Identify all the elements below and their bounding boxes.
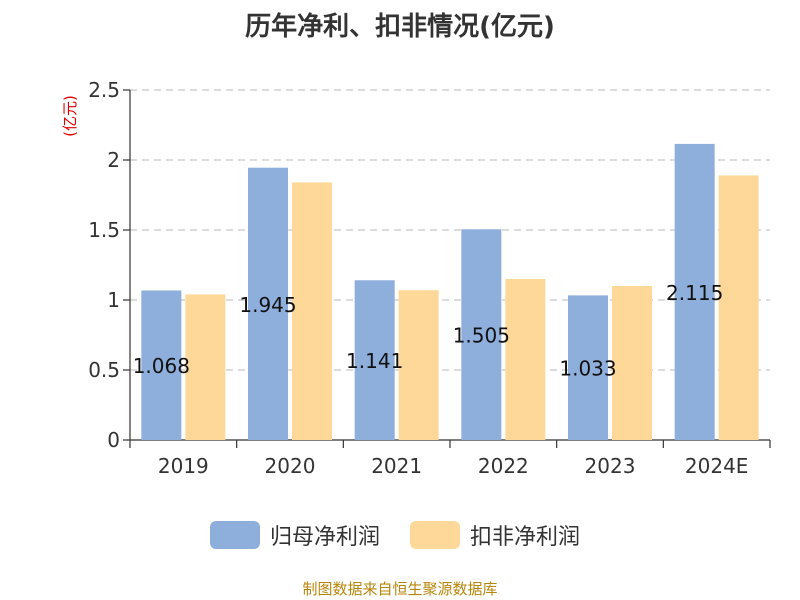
bar-net-profit[interactable] bbox=[461, 229, 502, 440]
chart-title: 历年净利、扣非情况(亿元) bbox=[245, 12, 555, 42]
legend-label-series2: 扣非净利润 bbox=[470, 525, 581, 550]
y-tick-label: 2 bbox=[107, 148, 120, 172]
bar-net-profit[interactable] bbox=[674, 143, 715, 440]
x-tick-label: 2023 bbox=[585, 454, 636, 478]
bar-deducted-profit[interactable] bbox=[718, 175, 759, 440]
bar-net-profit[interactable] bbox=[568, 295, 608, 440]
x-tick-label: 2022 bbox=[478, 454, 529, 478]
x-tick-label: 2024E bbox=[685, 454, 749, 478]
y-axis-label: (亿元) bbox=[61, 95, 79, 137]
bar-net-profit[interactable] bbox=[248, 167, 288, 440]
data-label: 1.505 bbox=[453, 324, 510, 348]
legend-item-series1[interactable]: 归母净利润 bbox=[210, 518, 380, 552]
x-tick-label: 2019 bbox=[158, 454, 209, 478]
legend-swatch-series2 bbox=[410, 521, 460, 549]
data-label: 1.141 bbox=[346, 349, 403, 373]
data-label: 1.033 bbox=[559, 357, 616, 381]
bar-deducted-profit[interactable] bbox=[505, 279, 546, 440]
bar-net-profit[interactable] bbox=[141, 290, 182, 440]
legend-swatch-series1 bbox=[210, 521, 260, 549]
bar-deducted-profit[interactable] bbox=[292, 182, 332, 440]
data-label: 1.945 bbox=[239, 293, 296, 317]
y-tick-label: 0 bbox=[107, 428, 120, 452]
source-note: 制图数据来自恒生聚源数据库 bbox=[302, 580, 498, 598]
data-label: 1.068 bbox=[133, 354, 190, 378]
data-label: 2.115 bbox=[666, 281, 723, 305]
x-tick-label: 2021 bbox=[371, 454, 422, 478]
y-tick-label: 0.5 bbox=[88, 358, 120, 382]
bar-net-profit[interactable] bbox=[354, 280, 395, 440]
bar-deducted-profit[interactable] bbox=[185, 294, 226, 440]
legend-item-series2[interactable]: 扣非净利润 bbox=[410, 518, 580, 552]
y-tick-label: 2.5 bbox=[88, 78, 120, 102]
y-tick-label: 1.5 bbox=[88, 218, 120, 242]
legend-label-series1: 归母净利润 bbox=[270, 525, 381, 550]
x-tick-label: 2020 bbox=[265, 454, 316, 478]
bar-deducted-profit[interactable] bbox=[398, 290, 439, 440]
bar-deducted-profit[interactable] bbox=[612, 286, 652, 440]
y-tick-label: 1 bbox=[107, 288, 120, 312]
